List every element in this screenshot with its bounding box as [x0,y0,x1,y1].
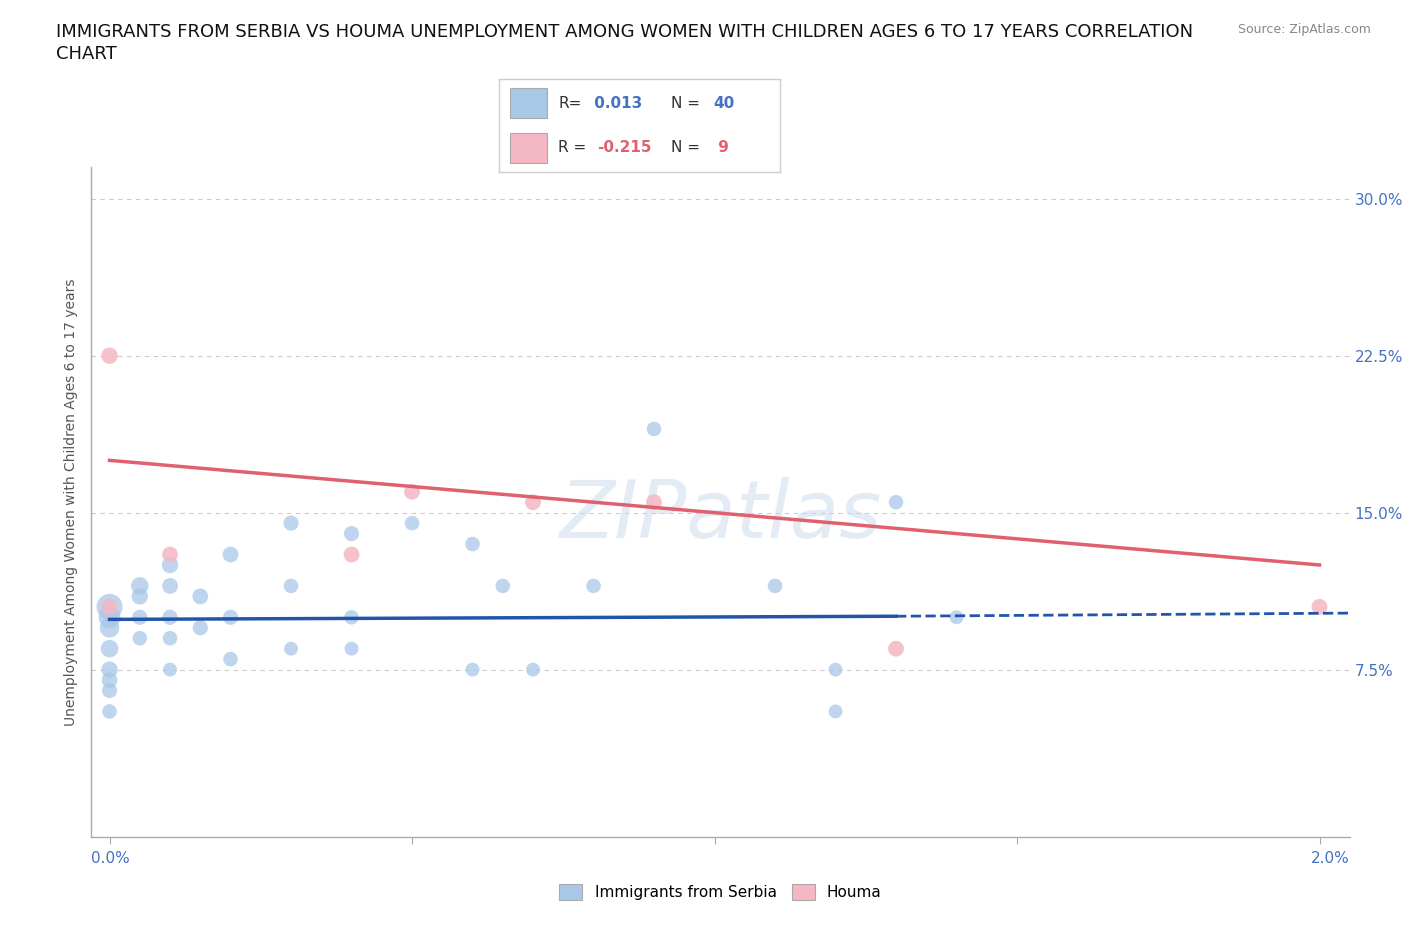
Point [188,620,211,635]
Text: 9: 9 [713,140,728,155]
Point [492,578,515,593]
Text: 0.013: 0.013 [589,96,643,111]
Point [824,704,846,719]
Point [522,662,544,677]
Text: R =: R = [558,140,586,155]
Point [98,672,121,687]
Bar [510,133,547,163]
Point [884,495,907,510]
Point [219,610,242,625]
Text: Source: ZipAtlas.com: Source: ZipAtlas.com [1237,23,1371,36]
Point [128,631,150,645]
Point [340,610,363,625]
Point [219,652,242,667]
Point [401,516,423,531]
Point [643,421,665,436]
Text: 0.0%: 0.0% [91,851,131,866]
Text: CHART: CHART [56,45,117,62]
Point [98,349,121,364]
Point [280,642,302,657]
Point [340,526,363,541]
Text: ZIPatlas: ZIPatlas [560,476,882,554]
Point [98,704,121,719]
Point [401,485,423,499]
Point [461,662,484,677]
Point [98,600,121,615]
Text: 40: 40 [713,96,734,111]
Point [280,578,302,593]
Point [128,578,150,593]
Point [159,631,181,645]
Point [159,662,181,677]
Point [461,537,484,551]
Point [98,600,121,615]
Y-axis label: Unemployment Among Women with Children Ages 6 to 17 years: Unemployment Among Women with Children A… [63,278,77,726]
Point [340,547,363,562]
Point [98,610,121,625]
Point [582,578,605,593]
Point [98,620,121,635]
Point [945,610,967,625]
Point [1308,600,1330,615]
Point [159,610,181,625]
Point [219,547,242,562]
Legend: Immigrants from Serbia, Houma: Immigrants from Serbia, Houma [554,878,887,907]
Point [159,578,181,593]
Point [522,495,544,510]
Point [98,662,121,677]
Point [128,610,150,625]
Point [98,642,121,657]
Point [280,516,302,531]
Point [824,662,846,677]
Point [643,495,665,510]
Bar [510,88,547,118]
Point [98,683,121,698]
Point [128,589,150,604]
Point [159,558,181,573]
Text: N =: N = [671,140,700,155]
Text: 2.0%: 2.0% [1310,851,1350,866]
Text: N =: N = [671,96,700,111]
Text: IMMIGRANTS FROM SERBIA VS HOUMA UNEMPLOYMENT AMONG WOMEN WITH CHILDREN AGES 6 TO: IMMIGRANTS FROM SERBIA VS HOUMA UNEMPLOY… [56,23,1194,41]
Point [340,642,363,657]
Text: -0.215: -0.215 [598,140,652,155]
Point [763,578,786,593]
Point [884,642,907,657]
Text: R=: R= [558,96,582,111]
Point [188,589,211,604]
Point [159,547,181,562]
